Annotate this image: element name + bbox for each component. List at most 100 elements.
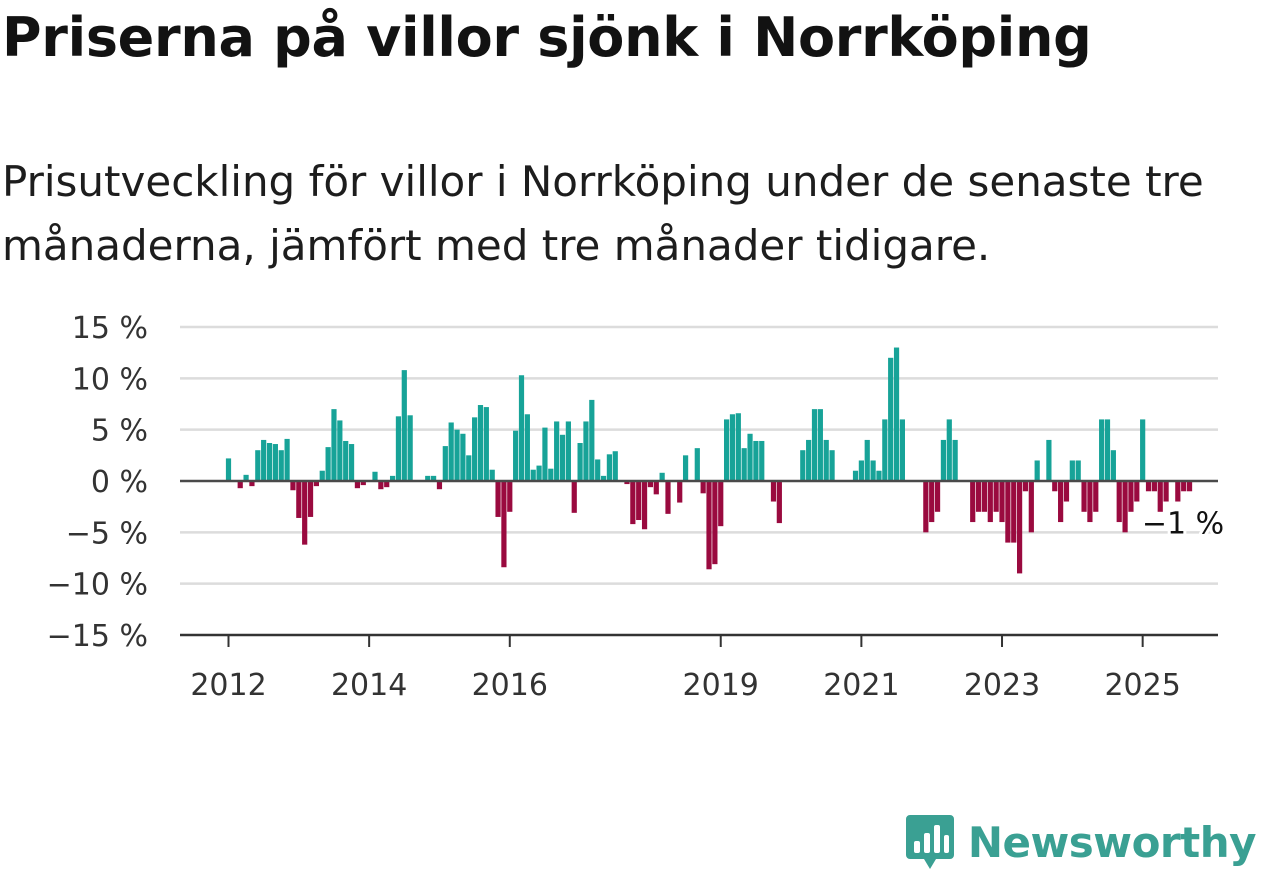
bar-negative (970, 481, 976, 523)
bar-positive (448, 422, 454, 481)
y-tick-label: 0 % (91, 465, 148, 500)
bar-negative (641, 481, 648, 530)
bar-positive (583, 421, 589, 481)
bar-negative (1022, 481, 1029, 492)
bar-positive (243, 474, 249, 481)
x-tick-label: 2016 (472, 668, 548, 703)
newsworthy-logo-icon (905, 815, 954, 869)
y-tick-label: −10 % (47, 568, 148, 603)
bar-positive (747, 433, 753, 481)
bar-negative (700, 481, 706, 494)
bar-positive (325, 447, 331, 481)
bar-positive (940, 439, 947, 481)
bar-negative (975, 481, 982, 512)
bar-positive (852, 470, 859, 481)
bar-positive (952, 439, 958, 481)
bar-negative (934, 481, 941, 512)
bar-positive (946, 419, 952, 481)
bar-positive (425, 475, 431, 481)
bar-positive (899, 419, 905, 481)
bar-positive (389, 475, 396, 481)
bar-negative (981, 481, 988, 512)
bar-positive (472, 417, 478, 481)
bar-positive (284, 438, 290, 481)
bar-positive (893, 347, 900, 481)
bar-positive (823, 439, 829, 481)
bar-positive (729, 414, 736, 481)
brand-logo: Newsworthy (904, 813, 1257, 871)
bar-negative (770, 481, 777, 502)
y-tick-label: 10 % (72, 362, 148, 397)
bar-positive (460, 433, 466, 481)
x-tick-label: 2025 (1104, 668, 1180, 703)
bar-negative (1151, 481, 1157, 492)
bar-positive (466, 455, 472, 481)
bar-negative (647, 481, 654, 488)
bar-positive (1075, 460, 1081, 481)
bar-negative (436, 481, 443, 490)
bar-positive (343, 440, 349, 481)
bar-positive (1110, 450, 1116, 481)
x-tick-label: 2019 (683, 668, 759, 703)
bar-negative (313, 481, 319, 487)
bar-negative (636, 481, 642, 521)
y-tick-label: −5 % (66, 516, 148, 551)
latest-value-annotation: −1 % (1142, 506, 1224, 541)
bar-positive (261, 439, 267, 481)
bar-positive (741, 448, 747, 481)
bar-positive (372, 471, 378, 481)
bar-negative (1157, 481, 1163, 512)
bar-negative (1122, 481, 1128, 533)
bar-positive (565, 421, 571, 481)
bar-positive (600, 475, 607, 481)
bar-positive (272, 444, 278, 481)
bar-positive (554, 421, 560, 481)
bar-negative (665, 481, 671, 514)
bar-positive (477, 405, 484, 481)
bar-negative (1128, 481, 1134, 512)
bar-negative (249, 481, 255, 487)
bar-positive (407, 415, 413, 481)
bar-negative (290, 481, 296, 491)
bar-negative (776, 481, 782, 524)
bar-negative (360, 481, 366, 486)
bar-positive (225, 458, 232, 481)
bar-negative (987, 481, 993, 523)
bar-negative (624, 481, 630, 485)
bar-positive (518, 375, 525, 481)
bar-positive (524, 414, 530, 481)
bar-positive (694, 448, 700, 481)
bar-negative (1052, 481, 1058, 492)
bar-positive (431, 475, 437, 481)
bar-negative (1087, 481, 1093, 523)
bar-negative (354, 481, 361, 489)
bar-negative (1186, 481, 1193, 492)
bar-positive (876, 470, 882, 481)
bar-negative (571, 481, 577, 513)
bar-positive (536, 465, 542, 481)
bar-positive (829, 450, 835, 481)
bar-negative (1181, 481, 1187, 492)
bar-positive (319, 470, 325, 481)
bar-negative (1081, 481, 1087, 512)
bar-negative (1145, 481, 1152, 492)
x-tick-label: 2012 (190, 668, 266, 703)
bar-positive (1046, 439, 1052, 481)
bar-negative (677, 481, 683, 503)
chart-title: Priserna på villor sjönk i Norrköping (2, 6, 1092, 69)
bar-negative (1134, 481, 1140, 502)
bar-positive (1069, 460, 1075, 481)
bar-negative (712, 481, 718, 565)
bar-positive (724, 419, 730, 481)
bar-negative (653, 481, 659, 495)
bar-negative (495, 481, 501, 517)
bar-positive (806, 439, 812, 481)
bar-negative (1116, 481, 1122, 523)
y-tick-label: 5 % (91, 414, 148, 449)
bar-negative (378, 481, 384, 490)
chart-subtitle: Prisutveckling för villor i Norrköping u… (2, 157, 1204, 270)
bar-positive (513, 430, 519, 481)
bar-positive (612, 451, 618, 481)
bar-negative (507, 481, 513, 512)
